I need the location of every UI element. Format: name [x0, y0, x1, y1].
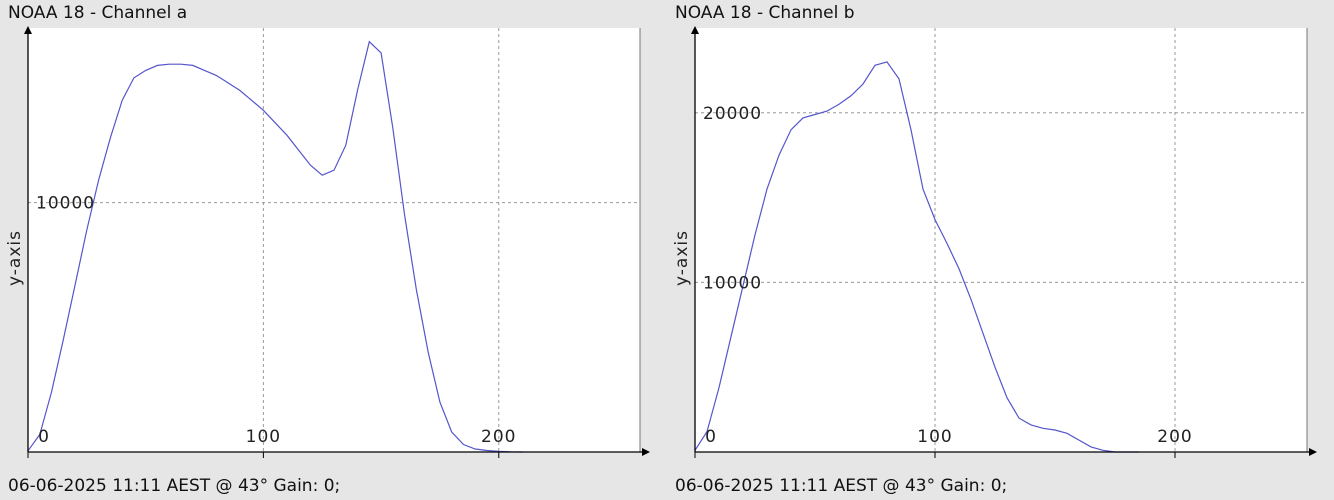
y-tick-label: 20000 [703, 104, 762, 124]
chart-panel-b: NOAA 18 - Channel b 0 100 200 10000 20000 y-a… [667, 0, 1334, 500]
y-axis-arrow [24, 26, 32, 34]
x-tick-label: 100 [917, 427, 952, 447]
plot-area [28, 28, 640, 452]
series-line [694, 61, 1139, 453]
chart-title: NOAA 18 - Channel b [675, 3, 855, 23]
chart-title: NOAA 18 - Channel a [8, 3, 188, 23]
x-axis-arrow [642, 448, 650, 456]
chart-b-plot: 0 100 200 10000 20000 y-axis [672, 26, 1317, 458]
y-tick-label: 10000 [703, 273, 762, 293]
y-axis-title: y-axis [5, 230, 25, 286]
x-tick-label: 0 [38, 427, 50, 447]
chart-footer-status: 06-06-2025 11:11 AEST @ 43° Gain: 0; [675, 476, 1008, 496]
x-tick-label: 100 [246, 427, 281, 447]
series-line [27, 40, 523, 453]
chart-panel-a: NOAA 18 - Channel a 0 100 200 10000 y-axis 0… [0, 0, 660, 500]
x-tick-label: 200 [481, 427, 516, 447]
x-tick-label: 0 [705, 427, 717, 447]
plot-area [695, 28, 1307, 452]
chart-footer-status: 06-06-2025 11:11 AEST @ 43° Gain: 0; [8, 476, 341, 496]
y-tick-label: 10000 [36, 194, 95, 214]
chart-a-plot: 0 100 200 10000 y-axis [5, 26, 650, 458]
y-axis-arrow [691, 26, 699, 34]
x-tick-label: 200 [1157, 427, 1192, 447]
y-axis-title: y-axis [672, 230, 692, 286]
x-axis-arrow [1309, 448, 1317, 456]
